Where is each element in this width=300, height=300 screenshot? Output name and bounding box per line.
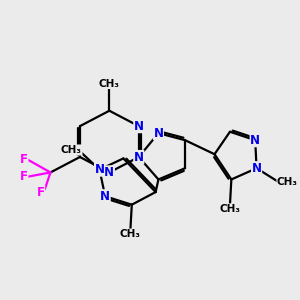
Text: CH₃: CH₃ <box>120 229 141 239</box>
Text: N: N <box>134 151 144 164</box>
Text: CH₃: CH₃ <box>99 79 120 88</box>
Text: F: F <box>37 186 45 199</box>
Text: N: N <box>100 190 110 203</box>
Text: F: F <box>20 170 28 183</box>
Text: N: N <box>252 162 262 175</box>
Text: N: N <box>134 120 144 133</box>
Text: CH₃: CH₃ <box>277 177 298 187</box>
Text: CH₃: CH₃ <box>219 204 240 214</box>
Text: N: N <box>153 127 164 140</box>
Text: N: N <box>104 166 114 179</box>
Text: CH₃: CH₃ <box>61 145 82 155</box>
Text: N: N <box>94 163 104 176</box>
Text: N: N <box>250 134 260 147</box>
Text: F: F <box>20 153 28 166</box>
